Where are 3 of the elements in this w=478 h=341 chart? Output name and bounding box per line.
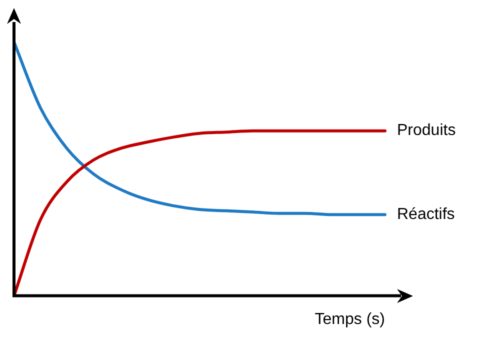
series-label: Réactifs xyxy=(397,206,455,223)
x-axis-title: Temps (s) xyxy=(314,310,385,328)
series-label: Produits xyxy=(397,122,456,140)
